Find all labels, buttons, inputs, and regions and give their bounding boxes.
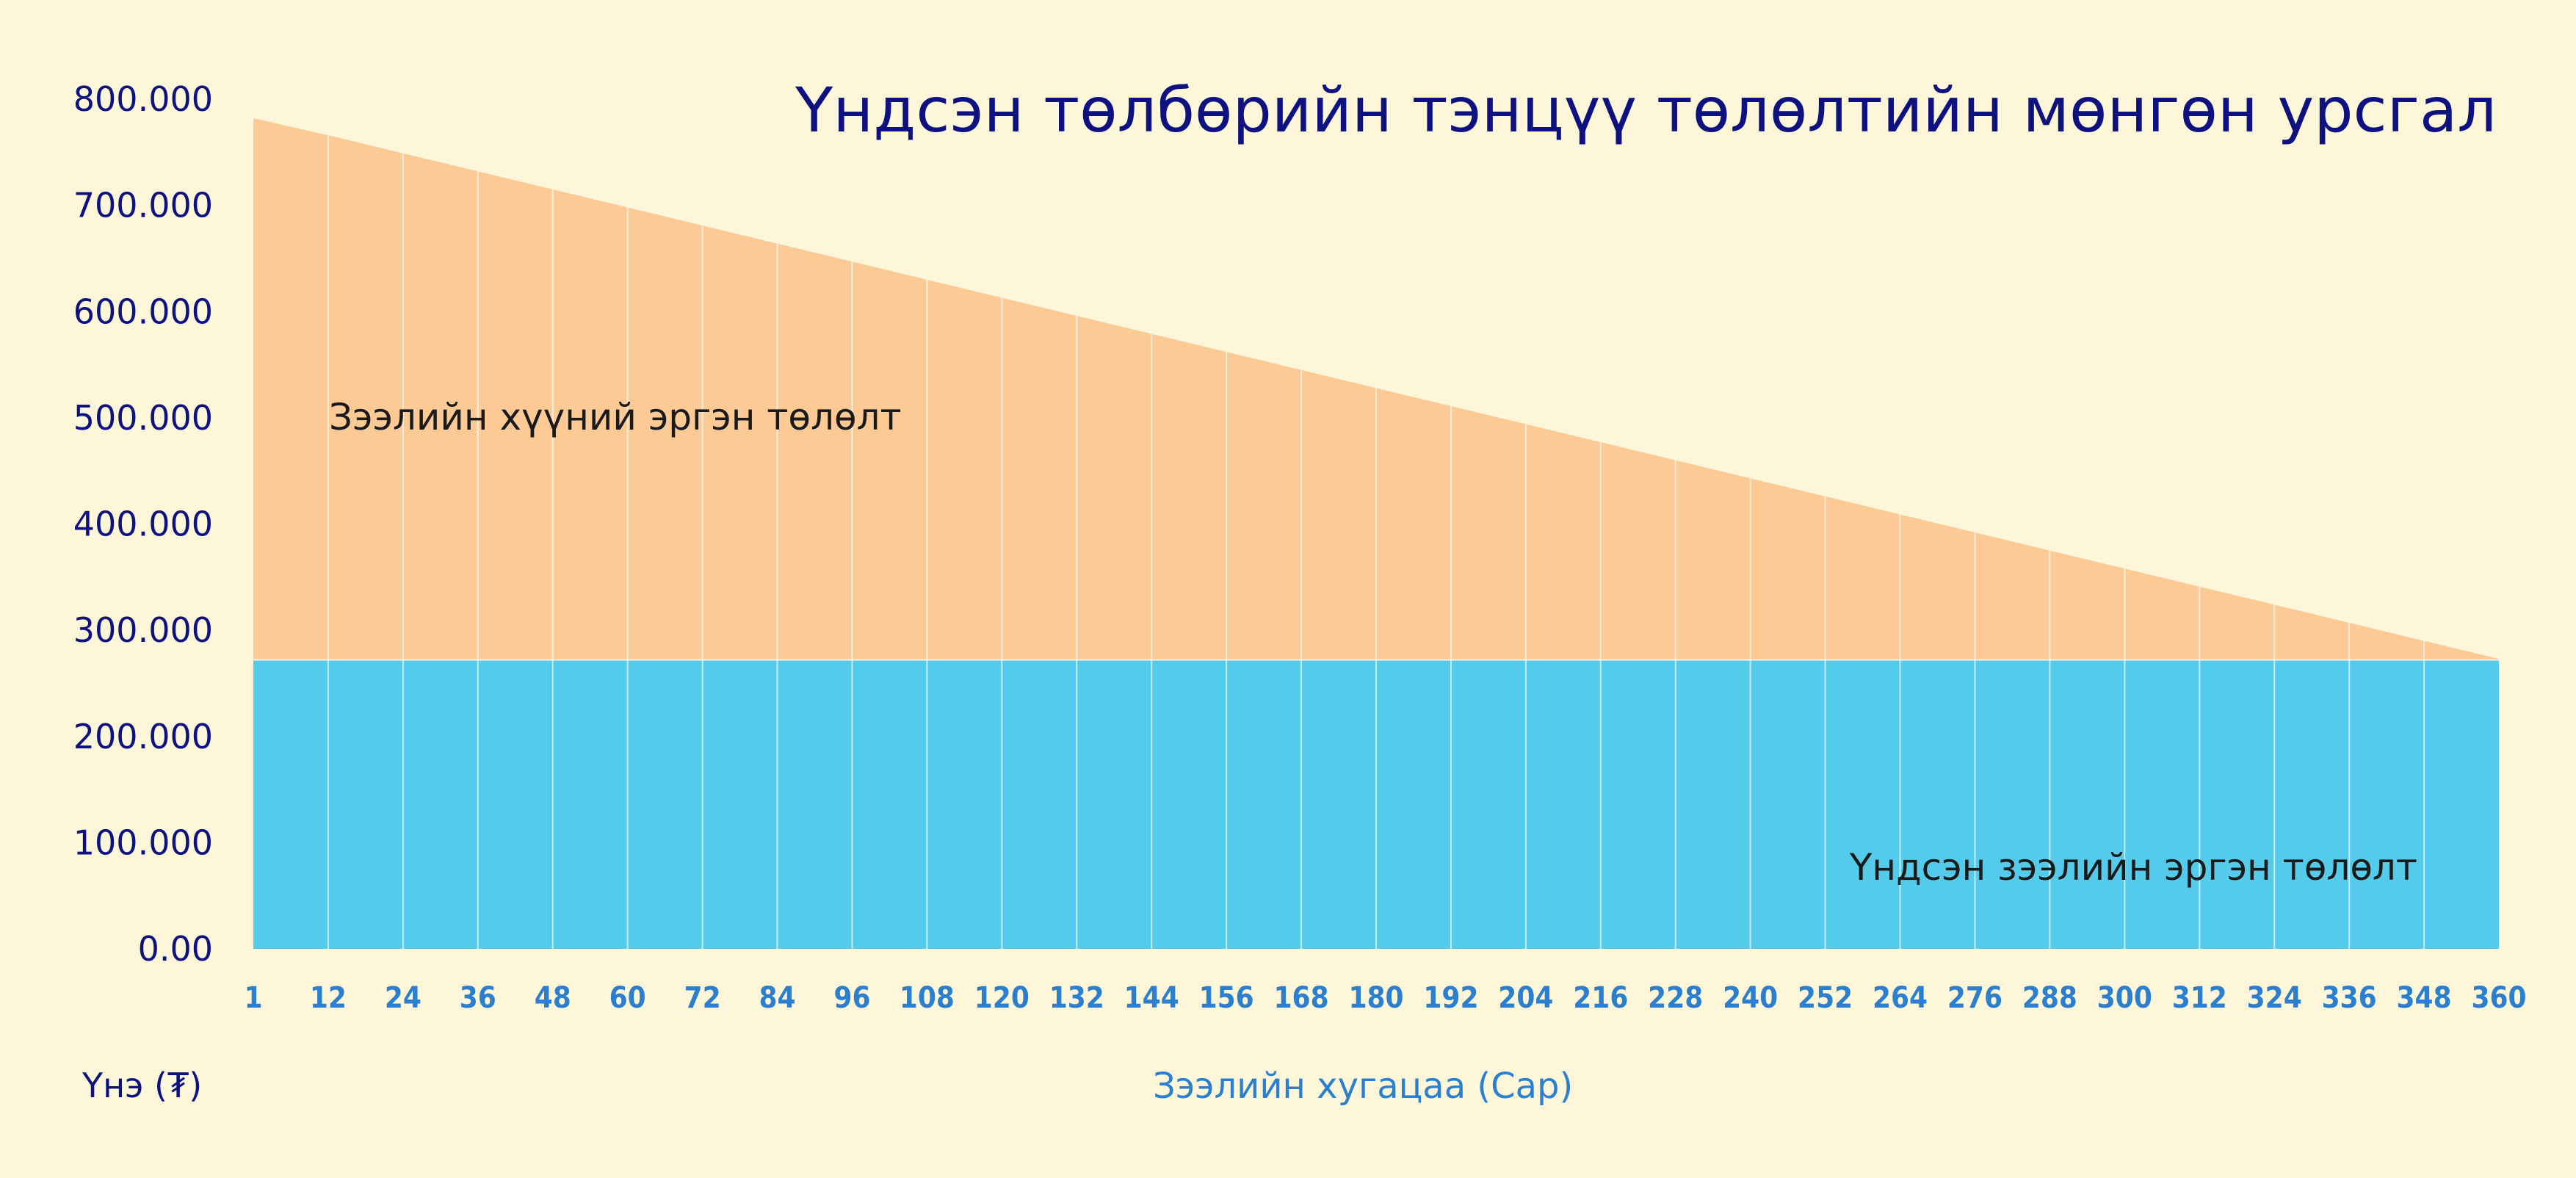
x-tick-label: 24 (385, 981, 422, 1015)
x-tick-label: 72 (684, 981, 721, 1015)
x-tick-label: 1 (244, 981, 262, 1015)
x-tick-label: 204 (1498, 981, 1553, 1015)
x-tick-label: 300 (2097, 981, 2152, 1015)
x-tick-label: 312 (2172, 981, 2227, 1015)
y-tick-label: 700.000 (73, 186, 213, 225)
y-axis-label: Үнэ (₮) (82, 1066, 203, 1105)
x-tick-label: 324 (2247, 981, 2302, 1015)
y-tick-label: 800.000 (73, 79, 213, 119)
interest-series-label: Зээлийн хүүний эргэн төлөлт (329, 396, 902, 438)
x-tick-label: 144 (1124, 981, 1179, 1015)
x-tick-label: 360 (2471, 981, 2526, 1015)
y-tick-label: 200.000 (73, 717, 213, 756)
x-tick-label: 252 (1798, 981, 1853, 1015)
x-tick-label: 108 (900, 981, 955, 1015)
x-tick-label: 240 (1723, 981, 1778, 1015)
principal-series-label: Үндсэн зээлийн эргэн төлөлт (1849, 846, 2417, 889)
y-tick-label: 400.000 (73, 505, 213, 544)
chart-title: Үндсэн төлбөрийн тэнцүү төлөлтийн мөнгөн… (795, 74, 2497, 146)
x-tick-label: 96 (833, 981, 870, 1015)
y-tick-label: 100.000 (73, 823, 213, 862)
y-axis: 0.00 100.000 200.000 300.000 400.000 500.000 6… (73, 79, 213, 969)
y-tick-label: 600.000 (73, 292, 213, 331)
x-tick-label: 336 (2322, 981, 2377, 1015)
y-tick-label: 0.00 (138, 929, 213, 969)
x-tick-label: 120 (974, 981, 1030, 1015)
x-tick-label: 216 (1573, 981, 1628, 1015)
x-axis: 1 12 24 36 48 60 72 84 96 108 120 132 144 156 168 180 19… (244, 981, 2526, 1015)
x-tick-label: 84 (759, 981, 795, 1015)
x-tick-label: 132 (1049, 981, 1104, 1015)
area-labels: Зээлийн хүүний эргэн төлөлт Үндсэн зээли… (329, 396, 2417, 889)
x-tick-label: 348 (2397, 981, 2452, 1015)
x-tick-label: 228 (1648, 981, 1703, 1015)
x-axis-label: Зээлийн хугацаа (Сар) (1153, 1066, 1574, 1107)
x-tick-label: 192 (1423, 981, 1478, 1015)
x-tick-label: 168 (1274, 981, 1329, 1015)
plot-area (253, 118, 2499, 949)
y-tick-label: 500.000 (73, 398, 213, 438)
x-tick-label: 12 (310, 981, 347, 1015)
x-tick-label: 276 (1947, 981, 2002, 1015)
x-tick-label: 48 (535, 981, 571, 1015)
y-tick-label: 300.000 (73, 610, 213, 650)
x-tick-label: 60 (609, 981, 646, 1015)
x-tick-label: 264 (1873, 981, 1928, 1015)
x-tick-label: 156 (1199, 981, 1254, 1015)
x-tick-label: 288 (2022, 981, 2077, 1015)
x-tick-label: 36 (460, 981, 496, 1015)
x-tick-label: 180 (1348, 981, 1403, 1015)
